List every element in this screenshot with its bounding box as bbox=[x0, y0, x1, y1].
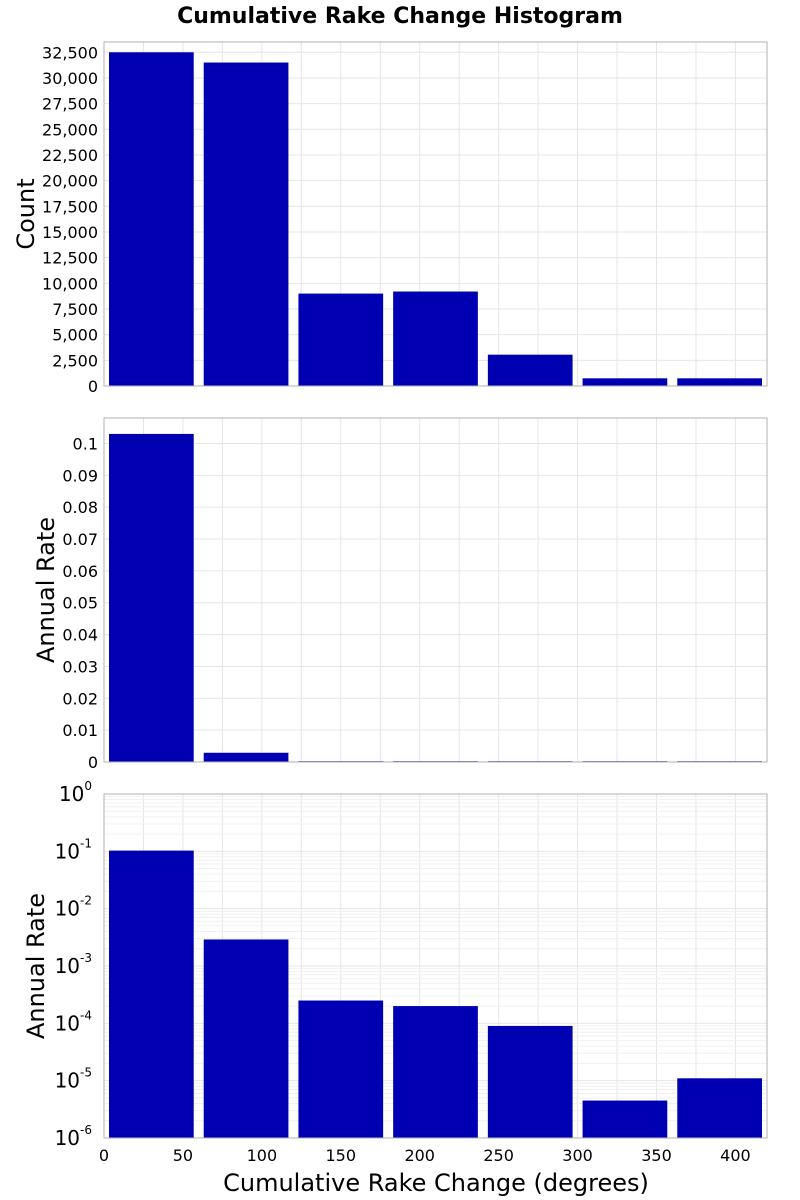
annual-rate-linear-panel: 0 0.01 0.02 0.03 0.04 0.05 0.06 0.07 0.08 0.09 0.1… bbox=[32, 417, 768, 772]
plot-frame bbox=[103, 41, 768, 387]
y-tick-label: 30,000 bbox=[42, 69, 98, 88]
y-tick-label: 0 bbox=[88, 377, 98, 396]
histogram-bar bbox=[393, 291, 478, 386]
x-tick-label: 0 bbox=[99, 1146, 109, 1165]
histogram-bar bbox=[203, 62, 289, 386]
y-tick-label: 0.02 bbox=[62, 689, 98, 708]
y-tick-label: 10-4 bbox=[55, 1008, 92, 1035]
histogram-bar bbox=[203, 752, 289, 762]
y-tick-label: 0 bbox=[88, 753, 98, 772]
y-axis-title: Annual Rate bbox=[22, 893, 50, 1039]
histogram-bar bbox=[298, 1000, 384, 1138]
histogram-bar bbox=[677, 378, 762, 386]
y-tick-label: 22,500 bbox=[42, 146, 98, 165]
y-tick-label: 0.09 bbox=[62, 466, 98, 485]
x-tick-label: 350 bbox=[641, 1146, 672, 1165]
chart-title: Cumulative Rake Change Histogram bbox=[177, 4, 623, 29]
x-tick-label: 150 bbox=[326, 1146, 357, 1165]
y-tick-label: 10-6 bbox=[55, 1123, 92, 1150]
x-axis-title: Cumulative Rake Change (degrees) bbox=[223, 1169, 649, 1197]
y-tick-label: 12,500 bbox=[42, 249, 98, 268]
y-tick-label: 0.1 bbox=[73, 434, 98, 453]
annual-rate-log-panel: 100 10-1 10-2 10-3 10-4 10-5 10-6 Annual Rate 0 5… bbox=[22, 779, 768, 1165]
y-tick-label: 0.01 bbox=[62, 721, 98, 740]
histogram-bar bbox=[203, 939, 289, 1138]
y-tick-label: 17,500 bbox=[42, 197, 98, 216]
plot-frame bbox=[103, 417, 768, 763]
histogram-bar bbox=[677, 1078, 762, 1138]
y-axis-title: Count bbox=[12, 178, 40, 249]
y-tick-label: 5,000 bbox=[52, 326, 98, 345]
histogram-bar bbox=[109, 52, 194, 387]
y-tick-label: 0.08 bbox=[62, 498, 98, 517]
histogram-bar bbox=[582, 378, 668, 386]
y-tick-label: 10-3 bbox=[55, 951, 92, 978]
y-tick-label: 0.05 bbox=[62, 594, 98, 613]
y-tick-label: 27,500 bbox=[42, 95, 98, 114]
y-tick-label: 7,500 bbox=[52, 300, 98, 319]
count-panel: 0 2,500 5,000 7,500 10,000 12,500 15,000 17,500… bbox=[12, 41, 768, 396]
y-tick-label: 10-2 bbox=[55, 894, 92, 921]
plot-frame bbox=[103, 793, 768, 1139]
y-tick-label: 0.06 bbox=[62, 562, 98, 581]
y-tick-label: 10-1 bbox=[55, 836, 92, 863]
y-tick-label: 0.04 bbox=[62, 626, 98, 645]
y-tick-label: 25,000 bbox=[42, 120, 98, 139]
x-tick-label: 400 bbox=[720, 1146, 751, 1165]
histogram-bar bbox=[298, 293, 384, 386]
histogram-bar bbox=[393, 1006, 478, 1138]
y-tick-label: 10,000 bbox=[42, 274, 98, 293]
x-tick-label: 300 bbox=[562, 1146, 593, 1165]
x-tick-label: 250 bbox=[483, 1146, 514, 1165]
y-tick-label: 15,000 bbox=[42, 223, 98, 242]
histogram-bar bbox=[487, 354, 573, 386]
y-tick-label: 10-5 bbox=[55, 1066, 92, 1093]
y-tick-label: 0.03 bbox=[62, 657, 98, 676]
y-tick-label: 2,500 bbox=[52, 351, 98, 370]
histogram-bar bbox=[109, 850, 194, 1138]
y-axis-title: Annual Rate bbox=[32, 517, 60, 663]
histogram-bar bbox=[487, 1025, 573, 1138]
x-tick-label: 200 bbox=[404, 1146, 435, 1165]
y-tick-label: 100 bbox=[59, 779, 92, 806]
x-tick-label: 100 bbox=[247, 1146, 278, 1165]
histogram-bar bbox=[582, 1100, 668, 1138]
x-tick-label: 50 bbox=[173, 1146, 193, 1165]
y-tick-label: 20,000 bbox=[42, 172, 98, 191]
y-tick-label: 0.07 bbox=[62, 530, 98, 549]
histogram-bar bbox=[109, 433, 194, 762]
y-tick-label: 32,500 bbox=[42, 43, 98, 62]
